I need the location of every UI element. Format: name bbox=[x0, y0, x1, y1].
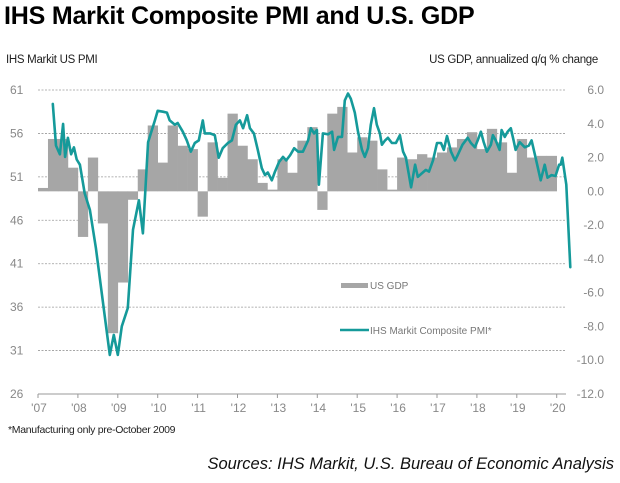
gdp-bar bbox=[207, 142, 218, 192]
x-tick-label: '13 bbox=[271, 401, 287, 415]
gdp-bar bbox=[127, 191, 139, 200]
footnote: *Manufacturing only pre-October 2009 bbox=[8, 424, 176, 436]
gdp-bar bbox=[227, 113, 238, 192]
gdp-bar bbox=[237, 145, 248, 192]
x-tick-label: '08 bbox=[71, 401, 87, 415]
gdp-bar bbox=[446, 147, 458, 192]
gdp-bar bbox=[377, 169, 388, 192]
right-tick-label: -12.0 bbox=[577, 387, 605, 401]
gdp-bar bbox=[347, 152, 358, 192]
gdp-bar bbox=[107, 191, 119, 334]
gdp-bar bbox=[476, 149, 488, 192]
right-tick-label: -4.0 bbox=[583, 252, 604, 266]
left-tick-label: 51 bbox=[10, 170, 24, 184]
gdp-bar bbox=[257, 182, 268, 192]
gdp-bar bbox=[516, 138, 528, 192]
x-tick-label: '17 bbox=[430, 401, 446, 415]
gdp-bar bbox=[187, 149, 198, 192]
x-tick-label: '10 bbox=[151, 401, 167, 415]
x-tick-label: '12 bbox=[231, 401, 247, 415]
x-tick-label: '11 bbox=[191, 401, 206, 415]
gdp-bar bbox=[466, 132, 478, 192]
right-tick-label: 2.0 bbox=[587, 151, 604, 165]
sources-note: Sources: IHS Markit, U.S. Bureau of Econ… bbox=[207, 455, 614, 473]
gdp-bar bbox=[97, 191, 109, 224]
gdp-bar bbox=[437, 152, 448, 192]
legend-label-pmi: IHS Markit Composite PMI* bbox=[370, 326, 492, 337]
gdp-bar bbox=[526, 157, 538, 192]
right-axis-title: US GDP, annualized q/q % change bbox=[429, 54, 598, 66]
legend-swatch-gdp bbox=[341, 283, 368, 288]
gdp-bar bbox=[397, 157, 408, 192]
gdp-bar bbox=[307, 127, 318, 192]
x-tick-label: '09 bbox=[111, 401, 127, 415]
x-tick-label: '18 bbox=[470, 401, 486, 415]
left-axis-title: IHS Markit US PMI bbox=[6, 54, 98, 66]
gdp-bar bbox=[157, 162, 168, 192]
gdp-bar bbox=[367, 140, 378, 192]
left-tick-label: 26 bbox=[10, 387, 24, 401]
right-tick-label: 4.0 bbox=[587, 117, 604, 131]
left-tick-label: 41 bbox=[10, 257, 24, 271]
gdp-bar bbox=[496, 142, 508, 192]
x-tick-label: '20 bbox=[550, 401, 566, 415]
gdp-bar bbox=[247, 159, 258, 192]
gdp-bar bbox=[47, 138, 59, 192]
left-tick-label: 31 bbox=[10, 344, 24, 358]
gdp-bar bbox=[546, 155, 557, 192]
gdp-bar bbox=[197, 191, 208, 217]
gdp-bar bbox=[217, 177, 228, 192]
gdp-bar bbox=[297, 140, 308, 192]
gdp-bar bbox=[77, 191, 89, 237]
right-tick-label: -10.0 bbox=[577, 353, 605, 367]
gdp-bar bbox=[427, 157, 438, 192]
left-tick-label: 36 bbox=[10, 300, 24, 314]
right-tick-label: -8.0 bbox=[583, 319, 604, 333]
gdp-bar bbox=[87, 157, 99, 192]
gdp-bar bbox=[387, 189, 398, 192]
x-tick-label: '19 bbox=[510, 401, 526, 415]
gdp-bar bbox=[57, 138, 69, 192]
x-tick-label: '15 bbox=[350, 401, 366, 415]
x-tick-label: '16 bbox=[390, 401, 406, 415]
gdp-bars bbox=[38, 106, 557, 334]
x-tick-label: '07 bbox=[31, 401, 47, 415]
gdp-bar bbox=[327, 113, 338, 192]
gdp-bar bbox=[456, 138, 468, 192]
pmi-line-layer bbox=[51, 92, 572, 357]
right-tick-label: 0.0 bbox=[587, 184, 604, 198]
gdp-bar bbox=[337, 106, 348, 192]
gdp-bar bbox=[357, 137, 368, 192]
x-tick-label: '14 bbox=[310, 401, 326, 415]
gdp-bar bbox=[277, 159, 288, 192]
gdp-bar bbox=[38, 187, 49, 192]
gdp-bar bbox=[267, 189, 278, 192]
gdp-bar bbox=[147, 125, 158, 192]
legend: US GDP IHS Markit Composite PMI* bbox=[340, 281, 492, 337]
gdp-bar bbox=[117, 191, 129, 283]
gdp-bar bbox=[137, 169, 149, 192]
gdp-bar bbox=[486, 128, 498, 192]
gdp-bar bbox=[287, 172, 298, 192]
gdp-bar bbox=[167, 125, 178, 192]
legend-label-gdp: US GDP bbox=[370, 281, 409, 292]
gdp-bar bbox=[177, 145, 188, 192]
right-tick-label: -2.0 bbox=[583, 218, 604, 232]
left-tick-label: 56 bbox=[10, 126, 24, 140]
gdp-bar bbox=[67, 167, 79, 192]
right-tick-label: -6.0 bbox=[583, 286, 604, 300]
gdp-bar bbox=[317, 191, 328, 210]
chart-title: IHS Markit Composite PMI and U.S. GDP bbox=[4, 2, 475, 30]
axes: 61 56 51 46 41 36 31 26 6.0 4.0 2.0 0.0 -2.0 -4.0 -6.0… bbox=[10, 83, 604, 415]
gdp-bar bbox=[506, 172, 518, 192]
left-tick-label: 61 bbox=[10, 83, 24, 97]
right-tick-label: 6.0 bbox=[587, 83, 604, 97]
left-tick-label: 46 bbox=[10, 213, 24, 227]
